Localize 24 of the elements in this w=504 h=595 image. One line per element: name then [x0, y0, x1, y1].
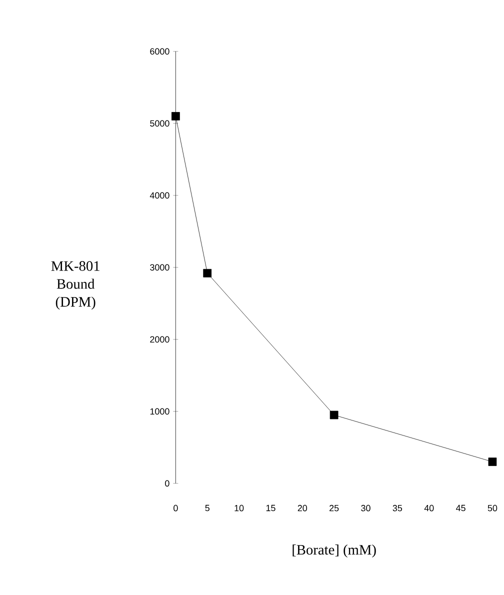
y-tick-label: 5000: [150, 120, 170, 127]
x-tick-label: 15: [266, 504, 276, 512]
x-tick-label: 35: [392, 504, 402, 512]
x-tick-label: 5: [205, 504, 210, 512]
x-tick-label: 20: [298, 504, 308, 512]
point: [171, 112, 180, 120]
x-tick-label: 30: [361, 504, 370, 512]
x-tick-label: 10: [234, 504, 244, 512]
point: [488, 458, 497, 466]
point: [203, 268, 212, 278]
x-tick-label: 45: [456, 504, 466, 512]
y-tick-label: 3000: [150, 264, 170, 271]
y-tick-label: 0: [165, 480, 170, 487]
y-tick-label: 4000: [150, 192, 170, 199]
point: [330, 410, 338, 420]
y-tick-label: 2000: [150, 336, 170, 343]
x-tick-label: 50: [488, 504, 498, 512]
x-tick-label: 0: [174, 504, 178, 512]
x-tick-label: 25: [330, 504, 339, 512]
x-tick-label: 40: [424, 504, 434, 512]
y-tick-label: 6000: [150, 48, 170, 55]
y-tick-label: 1000: [150, 408, 170, 415]
y-axis-title: MK-801 Bound (DPM): [51, 261, 100, 310]
x-axis-title: [Borate] (mM): [292, 544, 376, 558]
